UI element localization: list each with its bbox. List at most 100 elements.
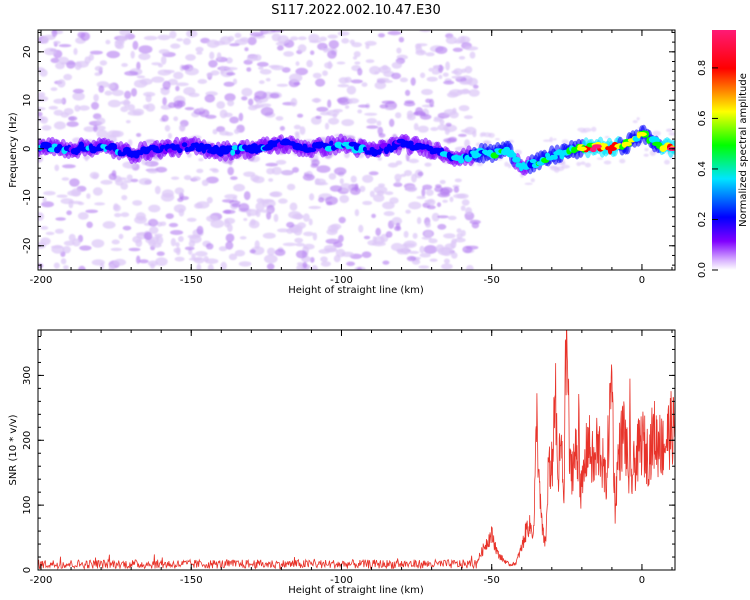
noise-blob [278,198,288,204]
noise-blob [387,162,399,168]
noise-blob [110,247,123,252]
snr-ticks: -200 -150 -100 -50 0 0 100 200 300 [22,330,675,586]
colorbar-label: Normalized spectral amplitude [738,73,749,227]
colorbar-tick-label: 0.6 [697,110,708,126]
noise-blob [233,183,246,192]
noise-blob [369,190,375,198]
noise-blob [170,238,176,247]
noise-blob [151,242,162,248]
noise-blob [281,67,291,73]
noise-blob [135,212,146,221]
noise-blob [169,30,177,39]
noise-blob [136,75,146,79]
noise-blob [66,60,76,69]
noise-blob [94,65,103,72]
noise-blob [181,65,190,70]
noise-blob [320,256,328,263]
noise-blob [445,122,452,127]
noise-blob [209,51,215,60]
noise-blob [378,133,386,138]
noise-blob [320,111,331,116]
noise-blob [178,236,184,242]
noise-blob [447,215,457,221]
noise-blob [366,118,378,124]
noise-blob [239,37,249,42]
noise-blob [643,153,649,157]
noise-blob [231,203,241,208]
noise-blob [459,80,472,85]
noise-blob [636,117,640,121]
noise-blob [299,126,306,135]
noise-blob [432,65,440,69]
noise-blob [270,65,285,71]
noise-blob [303,213,310,222]
noise-blob [78,265,86,270]
noise-blob [104,90,113,96]
noise-blob [419,252,431,258]
noise-blob [260,106,274,116]
noise-blob [352,56,358,60]
noise-blob [94,202,106,206]
noise-blob [314,182,329,186]
noise-blob [92,187,103,196]
noise-blob [183,175,192,181]
noise-blob [364,112,378,116]
noise-blob [346,261,355,267]
noise-blob [174,256,185,262]
noise-blob [227,99,235,107]
noise-blob [495,138,500,141]
noise-blob [420,72,426,79]
noise-blob [385,231,393,238]
noise-blob [419,112,427,117]
noise-blob [41,125,52,131]
noise-blob [425,189,434,197]
noise-blob [113,258,127,266]
noise-blob [50,245,63,249]
noise-blob [311,265,318,270]
noise-blob [136,133,142,137]
noise-blob [333,254,341,263]
noise-blob [254,240,260,250]
noise-blob [556,166,565,172]
noise-blob [269,30,284,33]
noise-blob [442,199,448,203]
noise-blob [316,165,331,173]
noise-blob [406,110,414,119]
noise-blob [199,107,205,112]
noise-blob [468,89,480,97]
noise-blob [338,77,349,84]
noise-blob [247,36,257,46]
noise-blob [417,171,424,177]
ridge-cell [230,149,236,156]
noise-blob [338,216,346,224]
noise-blob [437,124,448,131]
noise-blob [460,205,466,211]
noise-blob [170,230,184,235]
noise-blob [131,88,137,97]
noise-blob [238,261,252,267]
noise-blob [249,249,256,254]
noise-blob [293,124,301,130]
noise-blob [373,194,385,202]
noise-blob [404,170,412,177]
noise-blob [321,47,335,52]
noise-blob [196,225,204,235]
noise-blob [439,188,450,196]
noise-blob [174,187,185,195]
noise-blob [136,255,141,264]
noise-blob [395,112,402,119]
noise-blob [345,105,350,109]
noise-blob [265,162,279,167]
noise-blob [452,47,463,52]
x-tick-label: -150 [180,575,203,586]
colorbar-tick-label: 0.8 [697,60,708,76]
noise-blob [293,81,301,86]
spectrogram-frame [37,29,676,271]
noise-blob [201,179,209,186]
noise-blob [40,226,49,230]
noise-blob [273,213,279,223]
noise-blob [384,191,394,196]
noise-blob [155,257,168,266]
x-tick-label: -200 [30,275,53,286]
noise-blob [271,166,282,175]
